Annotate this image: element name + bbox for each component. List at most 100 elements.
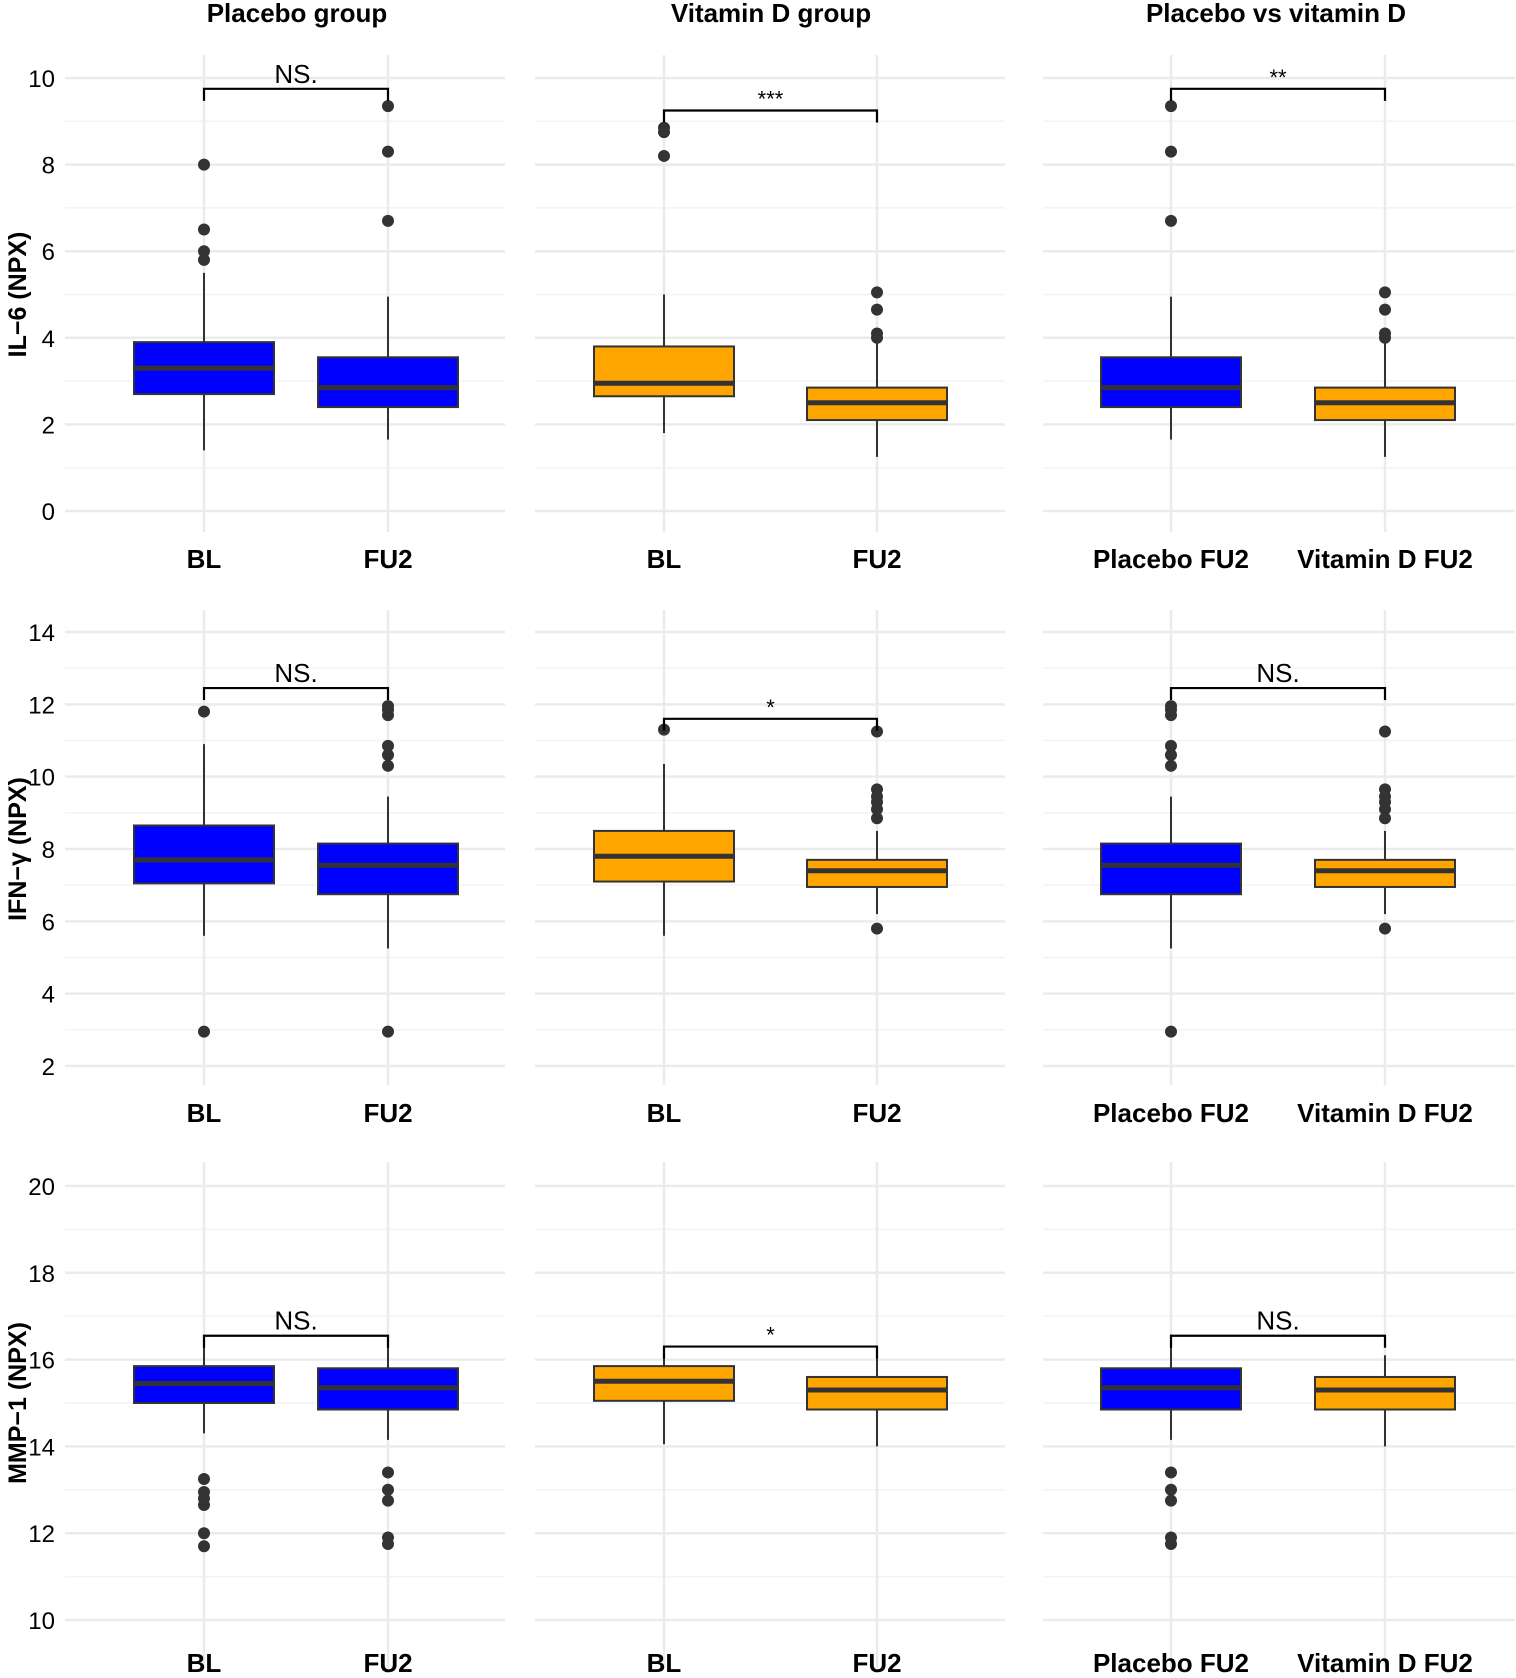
outlier-point [382,1531,394,1544]
column-title: Placebo vs vitamin D [1146,0,1406,28]
outlier-point [198,253,210,266]
outlier-point [871,303,883,316]
y-tick-label: 6 [42,909,55,936]
x-tick-label: FU2 [852,1648,901,1678]
x-tick-label: BL [187,544,222,574]
outlier-point [871,327,883,340]
y-axis-label: MMP−1 (NPX) [4,1322,32,1484]
significance-label: NS. [274,1306,317,1336]
outlier-point [871,812,883,825]
significance-bracket [202,1334,390,1348]
column-title: Vitamin D group [671,0,871,28]
panel-2-2: Placebo FU2 Vitamin D FU2 NS. [1043,1162,1515,1678]
outlier-point [382,1494,394,1507]
x-tick-label: Placebo FU2 [1093,1648,1249,1678]
box-placebo [317,356,459,409]
significance-label: NS. [274,59,317,89]
outlier-point [871,922,883,935]
outlier-point [1165,1025,1177,1038]
y-tick-label: 8 [42,837,55,864]
outlier-point [1379,286,1391,299]
outlier-point [1165,1494,1177,1507]
y-tick-label: 12 [28,1521,55,1548]
x-tick-label: FU2 [363,544,412,574]
outlier-point [382,700,394,713]
outlier-point [382,1025,394,1038]
x-tick-label: BL [187,1648,222,1678]
x-tick-label: FU2 [363,1098,412,1128]
outlier-point [871,725,883,738]
y-tick-label: 14 [28,620,55,647]
outlier-point [382,739,394,752]
outlier-point [871,783,883,796]
outlier-point [1379,783,1391,796]
y-tick-label: 12 [28,692,55,719]
outlier-point [1165,748,1177,761]
x-tick-label: BL [187,1098,222,1128]
outlier-point [1165,759,1177,772]
outlier-point [198,705,210,718]
box-vitamin_d [1314,1375,1456,1411]
outlier-point [1379,725,1391,738]
x-tick-label: FU2 [363,1648,412,1678]
outlier-point [1379,922,1391,935]
panel-0-0: 0 2 4 6 8 10 BL FU2 NS. [28,55,505,574]
outlier-point [382,1483,394,1496]
x-tick-label: FU2 [852,1098,901,1128]
panel-2-1: BL FU2 * [535,1162,1005,1678]
y-tick-label: 0 [42,499,55,526]
significance-bracket [662,109,879,123]
y-tick-label: 4 [42,982,55,1009]
significance-bracket [202,87,390,101]
box-placebo [1100,842,1242,896]
outlier-point [382,214,394,227]
outlier-point [382,748,394,761]
outlier-point [1379,327,1391,340]
y-tick-label: 10 [28,1608,55,1635]
significance-label: ** [1269,65,1287,90]
outlier-point [1165,1483,1177,1496]
outlier-point [1165,739,1177,752]
box-vitamin_d [593,345,735,398]
y-tick-label: 10 [28,765,55,792]
panel-0-1: BL FU2 *** [535,55,1005,574]
y-tick-label: 4 [42,326,55,353]
significance-bracket [202,686,390,701]
y-tick-label: 10 [28,66,55,93]
x-tick-label: Vitamin D FU2 [1297,544,1473,574]
outlier-point [871,286,883,299]
outlier-point [1165,145,1177,158]
outlier-point [1165,214,1177,227]
panel-0-2: Placebo FU2 Vitamin D FU2 ** [1043,55,1515,574]
outlier-point [382,100,394,113]
x-tick-label: Placebo FU2 [1093,544,1249,574]
box-vitamin_d [1314,858,1456,888]
outlier-point [658,121,670,134]
panel-1-2: Placebo FU2 Vitamin D FU2 NS. [1043,610,1515,1128]
outlier-point [1165,1531,1177,1544]
y-tick-label: 2 [42,1054,55,1081]
y-tick-label: 20 [28,1174,55,1201]
box-placebo [1100,356,1242,409]
outlier-point [1165,1466,1177,1479]
significance-bracket [1169,686,1387,701]
outlier-point [198,1472,210,1485]
significance-label: *** [758,86,784,111]
significance-label: NS. [274,658,317,688]
significance-label: NS. [1256,1306,1299,1336]
x-tick-label: Vitamin D FU2 [1297,1098,1473,1128]
outlier-point [198,1527,210,1540]
y-tick-label: 2 [42,412,55,439]
y-tick-label: 8 [42,153,55,180]
y-axis-label: IL−6 (NPX) [4,232,32,358]
significance-label: NS. [1256,658,1299,688]
x-tick-label: BL [647,1098,682,1128]
outlier-point [1165,700,1177,713]
y-tick-label: 18 [28,1261,55,1288]
x-tick-label: BL [647,1648,682,1678]
significance-label: * [766,695,775,720]
box-vitamin_d [806,1375,948,1411]
panel-2-0: 10 12 14 16 18 20 BL FU2 NS. [28,1162,505,1678]
significance-bracket [662,1345,879,1359]
